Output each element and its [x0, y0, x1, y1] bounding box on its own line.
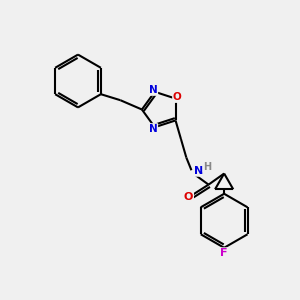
- Text: N: N: [148, 85, 157, 95]
- Text: N: N: [194, 166, 203, 176]
- Text: O: O: [173, 92, 182, 102]
- Text: H: H: [203, 162, 211, 172]
- Text: N: N: [148, 124, 157, 134]
- Text: F: F: [220, 248, 228, 258]
- Text: O: O: [184, 192, 193, 202]
